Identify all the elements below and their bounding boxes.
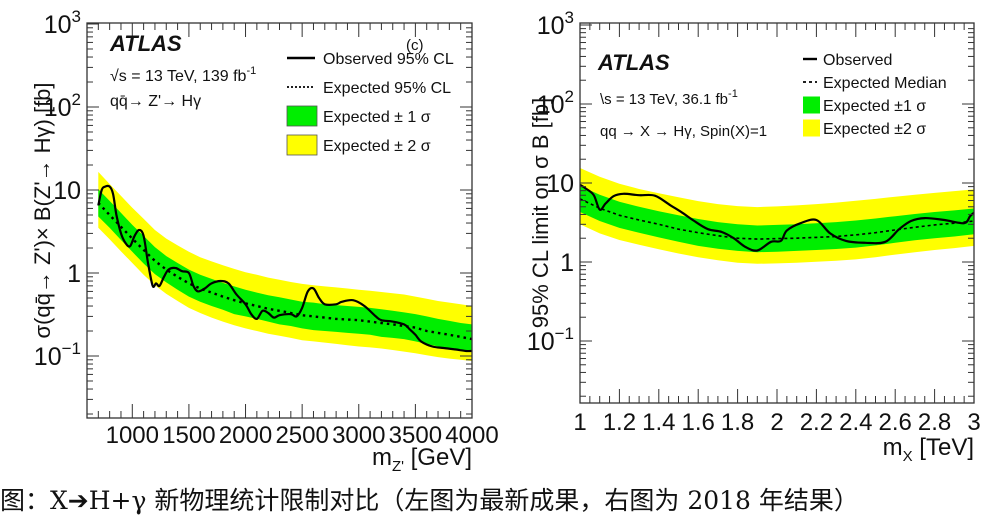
x-tick-label: 1500 <box>162 422 215 449</box>
legend: Observed 95% CL Expected 95% CL Expected ±… <box>286 51 454 156</box>
x-axis-label: mZ' [GeV] <box>372 444 472 475</box>
observed-line <box>580 183 974 252</box>
band-1sigma <box>580 185 974 253</box>
figure-caption: 图：X➔H+γ 新物理统计限制对比（左图为最新成果，右图为 2018 年结果） <box>0 486 859 515</box>
x-tick-label: 1.6 <box>682 409 715 436</box>
x-label-main: m <box>372 444 392 471</box>
y-tick-label: 1 <box>560 249 574 277</box>
x-tick-label: 1.8 <box>721 409 754 436</box>
band-1sigma <box>98 189 472 351</box>
expected-line <box>97 202 472 341</box>
legend-label: Observed 95% CL <box>323 51 454 68</box>
process-label: qq̄→ Z'→ Hγ <box>110 93 201 110</box>
energy-lumi-label: \s = 13 TeV, 36.1 fb-1 <box>600 88 738 108</box>
y-axis-label: σ(qq̄→ Z')× B(Z'→ Hγ) [fb] <box>30 82 55 338</box>
legend-entry: Expected ± 2 σ <box>286 134 431 156</box>
y-tick-exponent: 3 <box>565 8 574 27</box>
legend-entry: Expected 95% CL <box>287 80 451 97</box>
x-label-sub: X <box>903 448 913 465</box>
y-tick-label: 102 <box>44 90 81 122</box>
legend-entry: Expected ±1 σ <box>803 96 926 115</box>
atlas-label: ATLAS <box>597 50 670 75</box>
x-tick-label: 1000 <box>106 422 159 449</box>
legend-entry: Expected ± 1 σ <box>286 105 431 127</box>
y-tick-exponent: −1 <box>555 324 574 343</box>
y-tick-exponent: 2 <box>565 87 574 106</box>
legend-label: Expected ± 1 σ <box>323 109 431 126</box>
y-tick-base: 10 <box>44 11 72 39</box>
y-tick-label: 103 <box>44 7 81 39</box>
x-label-sub: Z' <box>392 458 404 475</box>
x-tick-label: 1 <box>573 409 586 436</box>
y-tick-base: 10 <box>537 12 565 40</box>
y-tick-exponent: 3 <box>72 7 81 26</box>
energy-lumi-text: \s = 13 TeV, 36.1 fb <box>600 91 728 108</box>
energy-lumi-label: √s = 13 TeV, 139 fb-1 <box>110 65 256 85</box>
y-tick-base: 10 <box>537 91 565 119</box>
y-tick-base: 10 <box>527 328 555 356</box>
x-tick-label: 2 <box>770 409 783 436</box>
y-tick-label: 10 <box>53 177 81 205</box>
y-tick-label: 103 <box>537 8 574 40</box>
x-tick-label: 1.2 <box>603 409 636 436</box>
x-label-unit: [TeV] <box>913 434 974 461</box>
legend-label: Expected ±2 σ <box>823 121 926 138</box>
legend-label: Expected Median <box>823 75 947 92</box>
panel-label: (c) <box>406 37 424 54</box>
legend-entry: Observed 95% CL <box>287 51 454 68</box>
legend-label: Expected ±1 σ <box>823 98 926 115</box>
energy-lumi-text: √s = 13 TeV, 139 fb <box>110 68 247 85</box>
y-tick-base: 10 <box>44 94 72 122</box>
x-tick-label: 3 <box>967 409 980 436</box>
legend: Observed Expected Median Expected ±1 σ Expe… <box>803 52 947 138</box>
legend-label: Expected ± 2 σ <box>323 138 431 155</box>
y-tick-label: 10 <box>546 170 574 198</box>
y-tick-label: 1 <box>67 260 81 288</box>
x-tick-label: 2000 <box>219 422 272 449</box>
x-label-main: m <box>883 434 903 461</box>
y-tick-exponent: 2 <box>72 90 81 109</box>
atlas-label: ATLAS <box>109 31 182 56</box>
x-tick-label: 2.4 <box>839 409 872 436</box>
y-tick-label: 10−1 <box>34 339 81 371</box>
x-tick-label: 3000 <box>332 422 385 449</box>
legend-entry: Observed <box>803 52 892 69</box>
legend-entry: Expected Median <box>803 75 947 92</box>
x-tick-label: 2.6 <box>879 409 912 436</box>
legend-green-box-icon <box>286 105 318 127</box>
y-tick-label: 102 <box>537 87 574 119</box>
legend-label: Observed <box>823 52 892 69</box>
x-tick-label: 2.8 <box>918 409 951 436</box>
plot-area <box>580 168 974 264</box>
legend-yellow-box-icon <box>803 119 820 137</box>
y-tick-label: 10−1 <box>527 324 574 356</box>
x-tick-label: 1.4 <box>642 409 675 436</box>
lumi-exponent: -1 <box>728 88 738 100</box>
observed-line <box>97 184 472 353</box>
plot-area <box>97 171 472 361</box>
legend-label: Expected 95% CL <box>323 80 451 97</box>
legend-entry: Expected ±2 σ <box>803 119 926 138</box>
y-tick-base: 10 <box>34 343 62 371</box>
x-label-unit: [GeV] <box>404 444 472 471</box>
process-label: qq → X → Hγ, Spin(X)=1 <box>600 123 767 140</box>
y-axis-label: 95% CL limit on σ B [fb] <box>528 98 553 328</box>
x-tick-label: 2500 <box>275 422 328 449</box>
x-tick-label: 3500 <box>389 422 442 449</box>
legend-green-box-icon <box>803 96 820 114</box>
y-tick-exponent: −1 <box>62 339 81 358</box>
lumi-exponent: -1 <box>246 65 256 77</box>
x-axis-label: mX [TeV] <box>883 434 974 465</box>
x-tick-label: 4000 <box>445 422 498 449</box>
x-tick-label: 2.2 <box>800 409 833 436</box>
legend-yellow-box-icon <box>286 134 318 156</box>
